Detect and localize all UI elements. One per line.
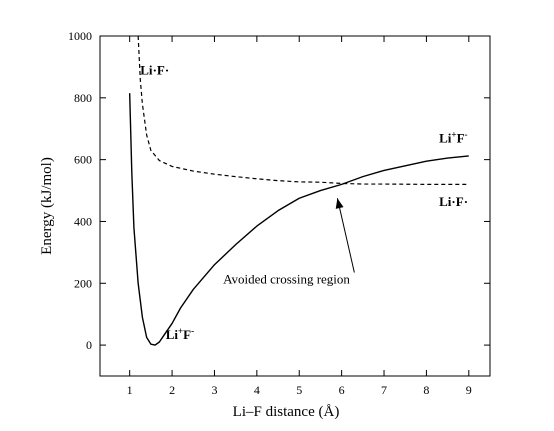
species-label: Li·F·: [439, 194, 468, 209]
y-tick-label: 400: [74, 214, 92, 228]
x-axis-title: Li–F distance (Å): [233, 404, 340, 420]
covalent-curve-dashed: [137, 35, 469, 185]
y-tick-label: 600: [74, 153, 92, 167]
y-tick-label: 1000: [68, 29, 92, 43]
callout-arrow-shaft: [336, 198, 355, 273]
species-label: Li+F-: [166, 326, 194, 342]
x-tick-label: 4: [254, 383, 260, 397]
annotations-group: Li·F· Li+F- Li·F· Li+F- Avoided crossing reg…: [140, 63, 468, 342]
x-tick-label: 8: [423, 383, 429, 397]
y-tick-label: 800: [74, 91, 92, 105]
y-axis-title: Energy (kJ/mol): [39, 157, 55, 255]
callout-arrow-head: [335, 198, 344, 209]
x-tick-label: 7: [381, 383, 387, 397]
species-label: Li+F-: [439, 130, 467, 146]
series-group: [128, 35, 469, 346]
x-tick-label: 3: [211, 383, 217, 397]
x-tick-label: 6: [339, 383, 345, 397]
ionic-curve-solid: [128, 93, 469, 346]
avoided-crossing-label: Avoided crossing region: [223, 271, 350, 286]
y-tick-label: 200: [74, 276, 92, 290]
y-tick-label: 0: [86, 338, 92, 352]
x-tick-label: 5: [296, 383, 302, 397]
species-label: Li·F·: [140, 63, 169, 78]
x-tick-label: 1: [127, 383, 133, 397]
x-tick-label: 2: [169, 383, 175, 397]
x-tick-label: 9: [466, 383, 472, 397]
axis-ticks: 1 2 3 4 5 6 7 8 9 0 200 400 600 800 1000: [68, 29, 490, 397]
plot-frame: [99, 35, 491, 377]
